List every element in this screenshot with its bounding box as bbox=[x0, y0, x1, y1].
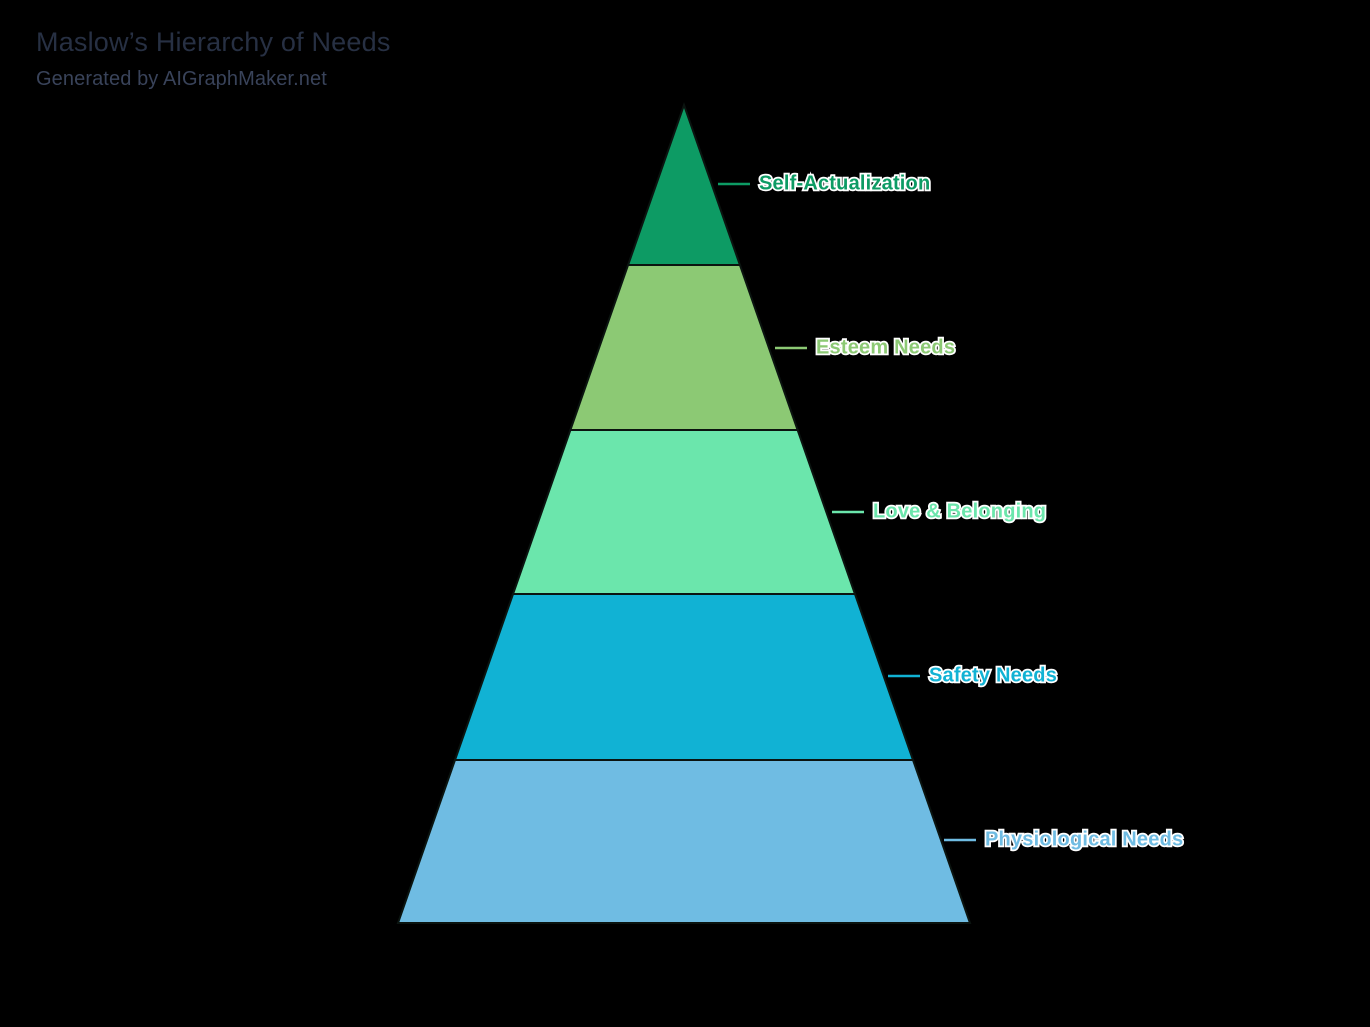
tier-label-outline: Safety Needs bbox=[927, 663, 1058, 689]
tier-label-outline: Esteem Needs bbox=[814, 335, 956, 361]
tier-label[interactable]: Love & Belonging Love & Belonging bbox=[871, 499, 1048, 525]
page-title: Maslow’s Hierarchy of Needs bbox=[36, 27, 391, 57]
tier-label[interactable]: Self-Actualization Self-Actualization bbox=[757, 171, 932, 197]
tier-label-text: Esteem Needs bbox=[816, 336, 956, 359]
tier-label-text: Physiological Needs bbox=[985, 828, 1184, 851]
tier-label-outline: Physiological Needs bbox=[983, 827, 1185, 853]
tier-label-text: Self-Actualization bbox=[759, 172, 931, 195]
pyramid-tiers bbox=[396, 101, 972, 924]
pyramid-tier[interactable] bbox=[453, 593, 915, 761]
tier-label[interactable]: Physiological Needs Physiological Needs bbox=[983, 827, 1185, 853]
leader-lines bbox=[718, 182, 976, 842]
tier-label-text: Love & Belonging bbox=[873, 500, 1047, 523]
tier-label-text: Safety Needs bbox=[929, 664, 1058, 687]
header: Maslow’s Hierarchy of Needs Generated by… bbox=[36, 26, 736, 91]
pyramid-tier[interactable] bbox=[511, 429, 857, 595]
tier-label[interactable]: Safety Needs Safety Needs bbox=[927, 663, 1058, 689]
pyramid-tier[interactable] bbox=[396, 759, 972, 924]
page-subtitle: Generated by AIGraphMaker.net bbox=[36, 67, 327, 90]
tier-label-outline: Self-Actualization bbox=[757, 171, 932, 197]
pyramid-tier[interactable] bbox=[568, 264, 800, 431]
tier-label[interactable]: Esteem Needs Esteem Needs bbox=[814, 335, 956, 361]
tier-label-outline: Love & Belonging bbox=[871, 499, 1048, 525]
